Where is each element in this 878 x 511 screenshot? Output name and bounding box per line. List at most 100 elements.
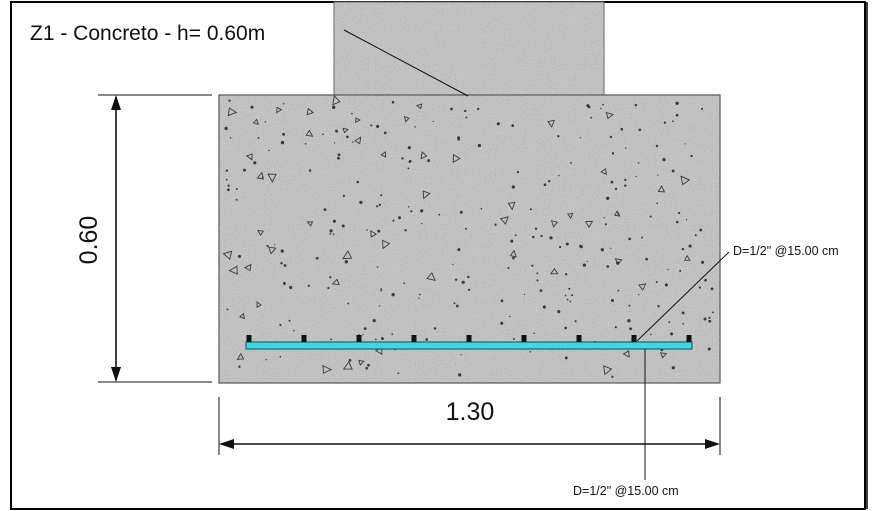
aggregate-dot	[293, 329, 295, 332]
rebar-tie	[301, 335, 307, 342]
aggregate-dot	[627, 319, 631, 323]
aggregate-dot	[348, 358, 352, 362]
aggregate-stone	[499, 216, 509, 225]
aggregate-stone	[342, 250, 353, 260]
aggregate-stone	[354, 136, 362, 145]
aggregate-stone	[509, 249, 517, 258]
aggregate-dot	[523, 293, 526, 296]
aggregate-dot	[708, 319, 712, 323]
aggregate-dot	[677, 211, 681, 215]
aggregate-dot	[690, 154, 693, 158]
aggregate-dot	[227, 184, 230, 187]
aggregate-dot	[510, 239, 514, 243]
aggregate-dot	[397, 372, 400, 375]
aggregate-stone	[355, 117, 361, 124]
aggregate-stone	[600, 168, 608, 176]
rebar-tie	[686, 335, 692, 342]
aggregate-stone	[358, 359, 365, 366]
aggregate-dot	[289, 285, 293, 290]
aggregate-stone	[332, 94, 341, 106]
aggregate-dot	[433, 327, 437, 330]
aggregate-dot	[494, 223, 497, 226]
aggregate-stone	[342, 127, 349, 134]
aggregate-stone	[342, 360, 353, 370]
aggregate-dot	[708, 316, 711, 320]
aggregate-stone	[415, 103, 423, 110]
aggregate-dot	[464, 227, 467, 230]
aggregate-dot	[645, 257, 648, 261]
aggregate-dot	[346, 135, 349, 139]
aggregate-dot	[383, 131, 387, 135]
aggregate-dot	[407, 206, 410, 208]
aggregate-dot	[279, 355, 282, 358]
rebar-tie	[521, 335, 527, 342]
aggregate-dot	[667, 268, 669, 271]
aggregate-stone	[605, 111, 614, 120]
aggregate-stone	[622, 350, 630, 358]
aggregate-stone	[426, 272, 436, 282]
aggregate-dot	[391, 100, 395, 104]
aggregate-dot	[664, 283, 668, 287]
aggregate-dot	[282, 103, 285, 105]
aggregate-dot	[453, 302, 456, 305]
aggregate-dot	[363, 327, 367, 330]
aggregate-stone	[276, 106, 283, 114]
aggregate-dot	[635, 175, 637, 178]
aggregate-dot	[243, 168, 246, 172]
concrete-column	[333, 1, 605, 97]
aggregate-dot	[531, 264, 534, 267]
aggregate-dot	[679, 269, 682, 272]
aggregate-dot	[698, 286, 702, 289]
aggregate-stone	[549, 267, 559, 275]
aggregate-dot	[536, 279, 539, 282]
aggregate-stone	[420, 151, 428, 160]
aggregate-dot	[304, 142, 307, 145]
aggregate-dot	[710, 287, 714, 291]
aggregate-dot	[225, 178, 228, 181]
aggregate-dot	[624, 147, 627, 149]
aggregate-dot	[366, 229, 368, 231]
aggregate-stone	[322, 364, 333, 374]
aggregate-dot	[542, 305, 546, 309]
aggregate-dot	[624, 184, 627, 187]
aggregate-dot	[703, 317, 707, 321]
aggregate-dot	[675, 101, 679, 105]
aggregate-dot	[268, 149, 270, 152]
aggregate-dot	[681, 311, 685, 315]
title-leader-line	[343, 29, 469, 97]
rebar-callout-bottom-label: D=1/2" @15.00 cm	[573, 484, 679, 498]
aggregate-dot	[329, 229, 333, 233]
aggregate-dot	[359, 200, 363, 205]
aggregate-stone	[236, 352, 245, 361]
aggregate-dot	[307, 284, 310, 288]
aggregate-dot	[688, 244, 692, 248]
aggregate-dot	[564, 326, 568, 330]
rebar-tie	[356, 335, 362, 342]
aggregate-dot	[682, 322, 685, 325]
aggregate-dot	[611, 152, 615, 155]
aggregate-dot	[332, 233, 335, 236]
aggregate-stone	[403, 115, 410, 123]
aggregate-dot	[514, 234, 517, 237]
aggregate-dot	[380, 337, 384, 341]
aggregate-dot	[650, 333, 652, 336]
aggregate-dot	[496, 122, 500, 126]
aggregate-dot	[467, 288, 471, 291]
aggregate-dot	[432, 120, 434, 123]
height-dimension-label: 0.60	[75, 216, 103, 265]
aggregate-stone	[683, 254, 691, 261]
aggregate-dot	[226, 308, 229, 311]
aggregate-dot	[464, 109, 467, 113]
aggregate-dot	[586, 260, 588, 263]
aggregate-dot	[701, 107, 704, 110]
aggregate-dot	[238, 365, 241, 368]
aggregate-dot	[391, 293, 395, 297]
aggregate-dot	[356, 180, 359, 184]
aggregate-dot	[707, 347, 711, 351]
aggregate-dot	[477, 143, 482, 148]
aggregate-dot	[590, 116, 592, 119]
aggregate-stone	[680, 175, 691, 186]
aggregate-dot	[564, 356, 568, 360]
aggregate-dot	[657, 305, 660, 308]
aggregate-dot	[603, 216, 605, 219]
